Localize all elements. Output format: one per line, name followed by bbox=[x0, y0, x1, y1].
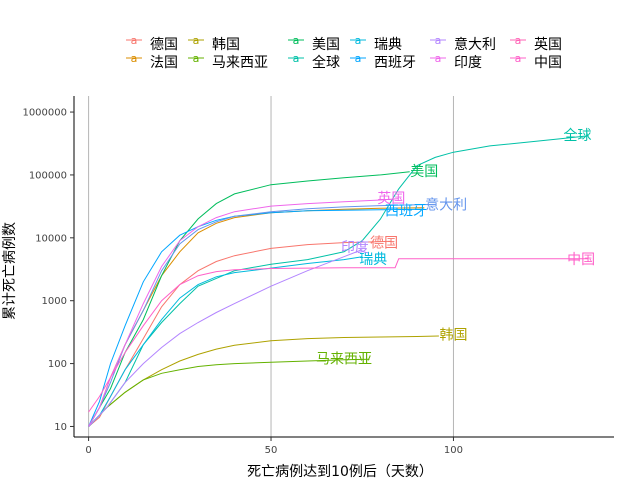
series-label-印度: 印度 bbox=[341, 240, 369, 256]
legend-item-印度: a 印度 bbox=[430, 52, 482, 71]
x-axis-title: 死亡病例达到10例后（天数） bbox=[247, 464, 433, 480]
y-axis-title: 累计死亡病例数 bbox=[2, 222, 18, 320]
y-tick-label: 100000 bbox=[29, 170, 67, 181]
legend-key-glyph: a bbox=[435, 52, 442, 65]
legend-item-西班牙: a 西班牙 bbox=[350, 52, 416, 71]
y-tick-label: 10000 bbox=[35, 233, 67, 244]
series-label-瑞典: 瑞典 bbox=[359, 252, 387, 268]
legend-label: 印度 bbox=[454, 55, 482, 71]
legend-key-glyph: a bbox=[293, 34, 300, 47]
series-label-美国: 美国 bbox=[410, 164, 438, 180]
y-tick-label: 1000 bbox=[42, 296, 67, 307]
legend-label: 英国 bbox=[534, 36, 562, 53]
legend-key-glyph: a bbox=[131, 34, 138, 47]
legend-item-德国: a 德国 bbox=[126, 34, 178, 53]
series-line-全球 bbox=[88, 135, 589, 427]
legend-key-glyph: a bbox=[515, 34, 522, 47]
series-label-马来西亚: 马来西亚 bbox=[316, 352, 372, 368]
series-label-英国: 英国 bbox=[377, 190, 405, 207]
legend-label: 韩国 bbox=[212, 37, 240, 53]
axes: 0 50 100 10 100 1000 10000 100000 1000000 bbox=[22, 96, 614, 456]
legend-label: 中国 bbox=[534, 55, 562, 71]
legend-item-全球: a 全球 bbox=[288, 52, 340, 71]
series-line-中国 bbox=[88, 258, 589, 413]
legend-item-法国: a 法国 bbox=[126, 52, 178, 71]
series-label-全球: 全球 bbox=[564, 127, 592, 144]
y-tick-label: 10 bbox=[54, 422, 67, 433]
legend-label: 马来西亚 bbox=[212, 55, 268, 71]
series-label-西班牙: 西班牙 bbox=[385, 204, 427, 220]
series-line-美国 bbox=[88, 171, 410, 427]
legend: a 德国 a 法国 a 韩国 a 马来西亚 a 美国 a 全球 a 瑞典 a 西班牙 a 意大利 a 印度 a 英国 a 中国 bbox=[126, 34, 562, 71]
x-tick-label: 50 bbox=[265, 445, 278, 456]
series-label-德国: 德国 bbox=[370, 235, 398, 251]
y-tick-label: 100 bbox=[48, 359, 67, 370]
legend-key-glyph: a bbox=[355, 52, 362, 65]
legend-label: 全球 bbox=[312, 54, 340, 71]
legend-label: 法国 bbox=[150, 55, 178, 71]
y-tick-label: 1000000 bbox=[22, 108, 67, 119]
series-label-中国: 中国 bbox=[567, 252, 595, 268]
legend-item-英国: a 英国 bbox=[510, 34, 562, 53]
series-label-韩国: 韩国 bbox=[439, 328, 467, 344]
x-tick-label: 100 bbox=[444, 445, 463, 456]
legend-key-glyph: a bbox=[131, 52, 138, 65]
legend-key-glyph: a bbox=[193, 52, 200, 65]
legend-key-glyph: a bbox=[435, 34, 442, 47]
legend-item-韩国: a 韩国 bbox=[188, 34, 240, 53]
legend-key-glyph: a bbox=[293, 52, 300, 65]
legend-item-中国: a 中国 bbox=[510, 52, 562, 71]
legend-item-瑞典: a 瑞典 bbox=[350, 34, 402, 53]
legend-item-美国: a 美国 bbox=[288, 34, 340, 53]
legend-label: 德国 bbox=[150, 37, 178, 53]
legend-label: 西班牙 bbox=[374, 55, 416, 71]
series-line-德国 bbox=[88, 240, 392, 427]
series-line-马来西亚 bbox=[88, 358, 370, 427]
legend-key-glyph: a bbox=[193, 34, 200, 47]
legend-label: 意大利 bbox=[454, 36, 496, 53]
legend-label: 美国 bbox=[312, 37, 340, 53]
series-group bbox=[88, 135, 589, 427]
legend-item-意大利: a 意大利 bbox=[430, 34, 496, 53]
x-tick-label: 0 bbox=[85, 445, 91, 456]
series-line-意大利 bbox=[88, 203, 436, 427]
legend-label: 瑞典 bbox=[374, 37, 402, 53]
series-line-印度 bbox=[88, 249, 363, 427]
legend-key-glyph: a bbox=[355, 34, 362, 47]
series-line-瑞典 bbox=[88, 256, 363, 427]
legend-item-马来西亚: a 马来西亚 bbox=[188, 52, 268, 71]
legend-key-glyph: a bbox=[515, 52, 522, 65]
series-label-意大利: 意大利 bbox=[425, 196, 467, 213]
grid bbox=[88, 96, 454, 437]
series-line-英国 bbox=[88, 198, 399, 427]
